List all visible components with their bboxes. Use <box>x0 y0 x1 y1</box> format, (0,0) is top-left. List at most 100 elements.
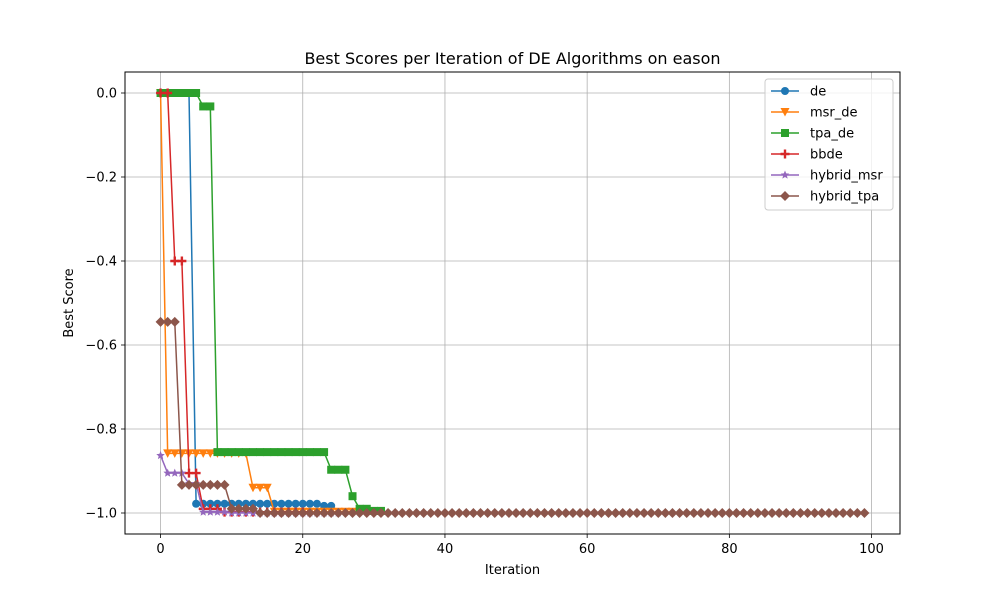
data-point-hybrid_tpa <box>653 508 664 518</box>
data-point-tpa_de <box>248 448 257 457</box>
data-point-hybrid_tpa <box>482 508 493 518</box>
data-point-msr_de <box>205 449 215 458</box>
data-point-tpa_de <box>192 89 201 97</box>
data-point-hybrid_tpa <box>297 508 308 518</box>
legend-item-hybrid_tpa: hybrid_tpa <box>771 190 879 205</box>
legend-marker-hybrid_tpa <box>780 191 790 201</box>
data-point-hybrid_tpa <box>674 508 685 518</box>
data-point-de <box>256 499 265 508</box>
data-point-tpa_de <box>199 102 208 111</box>
data-point-de <box>213 499 222 508</box>
data-point-de <box>277 499 286 508</box>
data-point-hybrid_tpa <box>240 503 251 514</box>
data-point-hybrid_tpa <box>397 508 408 518</box>
data-point-hybrid_tpa <box>383 508 394 518</box>
data-point-tpa_de <box>320 448 329 457</box>
data-point-hybrid_tpa <box>802 508 813 518</box>
y-tick-label: −1.0 <box>85 507 117 522</box>
x-axis-label: Iteration <box>485 563 540 578</box>
data-point-hybrid_tpa <box>809 508 820 518</box>
data-point-hybrid_tpa <box>738 508 749 518</box>
data-point-hybrid_tpa <box>567 508 578 518</box>
data-point-hybrid_tpa <box>411 508 422 518</box>
data-point-hybrid_tpa <box>695 508 706 518</box>
data-point-hybrid_tpa <box>560 508 571 518</box>
data-point-hybrid_tpa <box>511 508 522 518</box>
data-point-tpa_de <box>327 465 336 474</box>
data-point-hybrid_tpa <box>539 508 550 518</box>
x-tick-label: 40 <box>437 542 454 557</box>
data-point-hybrid_tpa <box>639 508 650 518</box>
data-point-hybrid_tpa <box>575 508 586 518</box>
data-point-hybrid_tpa <box>283 508 294 518</box>
data-point-msr_de <box>255 483 265 493</box>
data-point-hybrid_msr <box>206 507 215 516</box>
data-point-hybrid_tpa <box>603 508 614 518</box>
data-point-hybrid_tpa <box>710 508 721 518</box>
data-point-hybrid_tpa <box>418 508 429 518</box>
data-point-bbde <box>191 468 201 478</box>
data-point-tpa_de <box>348 492 357 501</box>
legend-marker-de <box>781 87 789 95</box>
data-point-hybrid_tpa <box>596 508 607 518</box>
data-point-hybrid_tpa <box>660 508 671 518</box>
data-point-de <box>291 499 300 508</box>
data-point-de <box>241 499 250 508</box>
data-point-hybrid_msr <box>156 450 165 460</box>
data-point-hybrid_tpa <box>347 508 358 518</box>
series-hybrid_tpa <box>155 316 870 518</box>
data-point-hybrid_tpa <box>219 479 230 490</box>
data-point-hybrid_tpa <box>546 508 557 518</box>
data-point-hybrid_tpa <box>333 508 344 518</box>
legend-item-hybrid_msr: hybrid_msr <box>771 169 883 184</box>
data-point-hybrid_tpa <box>525 508 536 518</box>
data-point-msr_de <box>198 449 208 458</box>
legend-item-tpa_de: tpa_de <box>771 127 854 142</box>
data-point-hybrid_tpa <box>745 508 756 518</box>
x-tick-label: 0 <box>156 542 164 557</box>
data-point-hybrid_tpa <box>610 508 621 518</box>
data-point-hybrid_tpa <box>845 508 856 518</box>
data-point-hybrid_tpa <box>404 508 415 518</box>
data-point-hybrid_tpa <box>439 508 450 518</box>
y-tick-label: −0.4 <box>85 255 117 270</box>
data-point-bbde <box>177 256 187 266</box>
data-point-hybrid_tpa <box>354 508 365 518</box>
data-point-hybrid_tpa <box>788 508 799 518</box>
legend-label: msr_de <box>810 106 858 121</box>
data-point-hybrid_tpa <box>816 508 827 518</box>
data-point-tpa_de <box>334 465 343 474</box>
data-point-hybrid_tpa <box>368 508 379 518</box>
data-point-hybrid_tpa <box>667 508 678 518</box>
data-point-de <box>192 499 201 508</box>
data-point-hybrid_tpa <box>724 508 735 518</box>
data-point-hybrid_msr <box>198 507 208 516</box>
data-point-hybrid_tpa <box>425 508 436 518</box>
x-tick-label: 80 <box>721 542 738 557</box>
data-point-hybrid_tpa <box>582 508 593 518</box>
data-point-msr_de <box>177 449 187 458</box>
data-point-hybrid_tpa <box>838 508 849 518</box>
data-point-tpa_de <box>177 89 186 97</box>
legend-label: bbde <box>810 148 843 163</box>
data-point-hybrid_tpa <box>432 508 443 518</box>
plot-frame <box>124 71 901 535</box>
data-point-hybrid_tpa <box>518 508 529 518</box>
data-point-hybrid_tpa <box>361 508 372 518</box>
data-point-tpa_de <box>213 448 222 457</box>
data-point-hybrid_tpa <box>589 508 600 518</box>
data-point-hybrid_tpa <box>447 508 458 518</box>
data-point-hybrid_tpa <box>503 508 514 518</box>
data-point-hybrid_tpa <box>183 479 194 490</box>
data-point-de <box>206 499 215 508</box>
data-point-hybrid_tpa <box>717 508 728 518</box>
legend-marker-hybrid_msr <box>780 170 790 179</box>
data-point-hybrid_tpa <box>553 508 564 518</box>
data-point-msr_de <box>262 483 272 493</box>
data-point-tpa_de <box>341 465 350 474</box>
data-point-tpa_de <box>234 448 243 457</box>
data-point-hybrid_tpa <box>262 508 273 518</box>
data-point-de <box>263 499 272 508</box>
data-point-hybrid_tpa <box>781 508 792 518</box>
